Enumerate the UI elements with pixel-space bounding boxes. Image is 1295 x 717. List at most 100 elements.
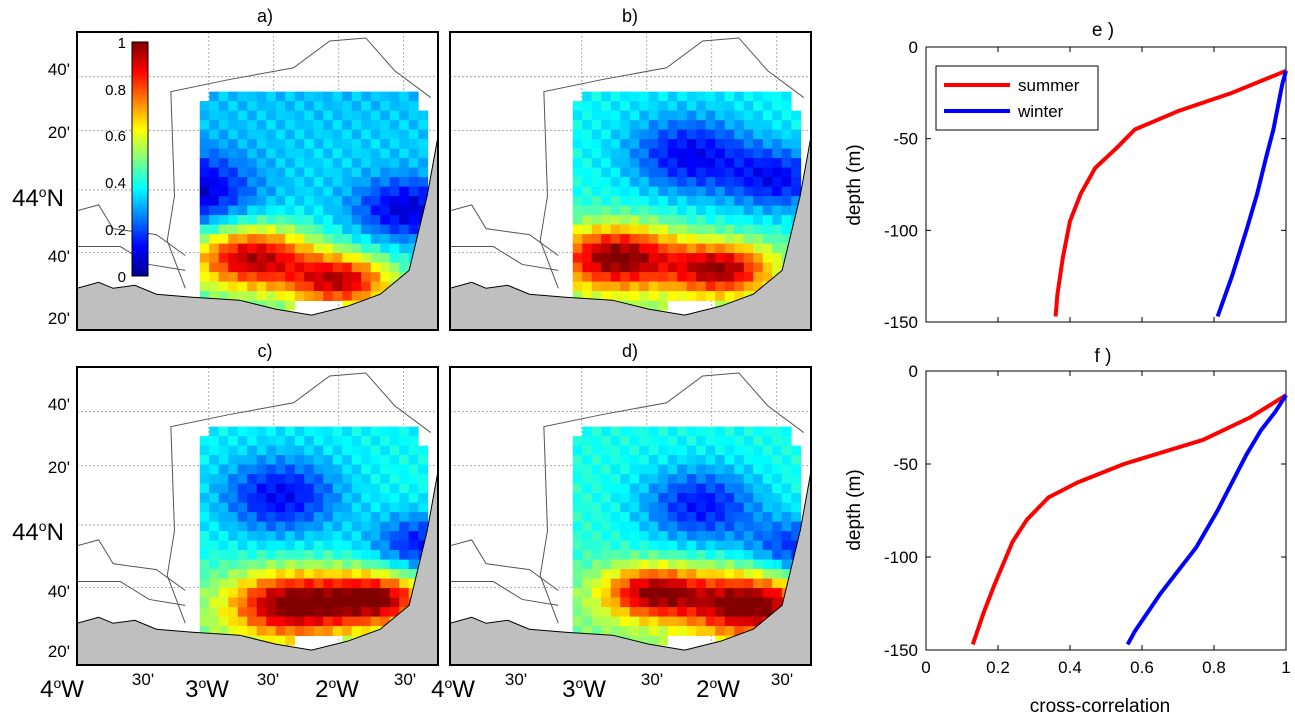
map-cell: [648, 569, 659, 579]
map-cell: [370, 139, 381, 149]
map-cell: [228, 196, 239, 206]
lat-tick: 20': [48, 458, 70, 477]
map-cell: [639, 597, 650, 608]
map-cell: [228, 569, 239, 579]
map-cell: [715, 291, 726, 301]
map-cell: [285, 101, 296, 111]
map-cell: [696, 474, 707, 484]
map-cell: [667, 101, 678, 111]
legend-box: [935, 65, 1099, 131]
map-cell: [323, 597, 334, 608]
map-cell: [743, 167, 754, 178]
map-cell: [724, 148, 735, 159]
map-cell: [418, 493, 429, 503]
map-cell: [332, 186, 343, 197]
map-cell: [294, 158, 305, 168]
map-cell: [648, 120, 659, 130]
map-cell: [209, 493, 220, 503]
map-cell: [610, 493, 621, 503]
map-cell: [209, 167, 220, 178]
map-cell: [408, 531, 419, 541]
map-cell: [266, 493, 277, 503]
map-cell: [686, 512, 697, 522]
map-cell: [724, 436, 735, 446]
map-cell: [743, 607, 754, 617]
map-cell: [582, 626, 593, 636]
map-cell: [677, 483, 688, 494]
map-cell: [648, 559, 659, 570]
map-panel-c: [77, 367, 438, 665]
map-cell: [323, 559, 334, 570]
map-cell: [285, 436, 296, 446]
map-cell: [610, 474, 621, 484]
map-cell: [591, 493, 602, 503]
map-cell: [772, 158, 783, 168]
map-cell: [361, 626, 372, 636]
map-cell: [332, 281, 343, 292]
map-cell: [610, 110, 621, 121]
map-cell: [791, 167, 802, 178]
map-cell: [399, 177, 410, 187]
map-cell: [677, 616, 688, 627]
map-cell: [275, 502, 286, 513]
map-cell: [256, 426, 267, 437]
map-cell: [285, 512, 296, 522]
lat-tick: 20': [48, 123, 70, 142]
map-cell: [237, 253, 248, 263]
map-cell: [705, 474, 716, 484]
map-cell: [762, 129, 773, 140]
map-cell: [247, 234, 258, 244]
map-cell: [266, 177, 277, 187]
map-cell: [572, 139, 583, 149]
map-cell: [658, 167, 669, 178]
map-cell: [370, 597, 381, 608]
lon-main-tick: 2oW: [315, 675, 359, 703]
map-cell: [285, 281, 296, 292]
map-cell: [724, 588, 735, 598]
map-cell: [237, 262, 248, 273]
map-cell: [218, 243, 229, 254]
map-cell: [629, 120, 640, 130]
map-cell: [639, 578, 650, 589]
map-cell: [342, 445, 353, 456]
map-cell: [294, 569, 305, 579]
y-tick-label: -150: [884, 641, 918, 660]
map-cell: [667, 616, 678, 627]
map-cell: [247, 110, 258, 121]
map-cell: [370, 253, 381, 263]
map-cell: [715, 234, 726, 244]
map-cell: [648, 493, 659, 503]
map-cell: [743, 253, 754, 263]
map-cell: [658, 512, 669, 522]
map-cell: [724, 139, 735, 149]
map-cell: [380, 607, 391, 617]
map-cell: [601, 455, 612, 465]
map-cell: [753, 502, 764, 513]
map-cell: [209, 215, 220, 225]
map-cell: [275, 224, 286, 235]
map-cell: [686, 120, 697, 130]
map-cell: [332, 243, 343, 254]
map-cell: [762, 272, 773, 282]
map-cell: [677, 186, 688, 197]
map-cell: [199, 291, 210, 301]
series-line-summer: [1053, 68, 1287, 317]
map-cell: [639, 253, 650, 263]
map-cell: [629, 474, 640, 484]
map-cell: [601, 502, 612, 513]
map-cell: [715, 129, 726, 140]
map-cell: [724, 158, 735, 168]
map-cell: [610, 281, 621, 292]
map-cell: [734, 569, 745, 579]
map-cell: [781, 129, 792, 140]
map-cell: [591, 186, 602, 197]
map-cell: [705, 110, 716, 121]
map-cell: [639, 110, 650, 121]
map-cell: [620, 531, 631, 541]
map-cell: [294, 597, 305, 608]
map-cell: [610, 272, 621, 282]
map-cell: [275, 300, 286, 311]
map-cell: [256, 540, 267, 551]
map-cell: [601, 139, 612, 149]
